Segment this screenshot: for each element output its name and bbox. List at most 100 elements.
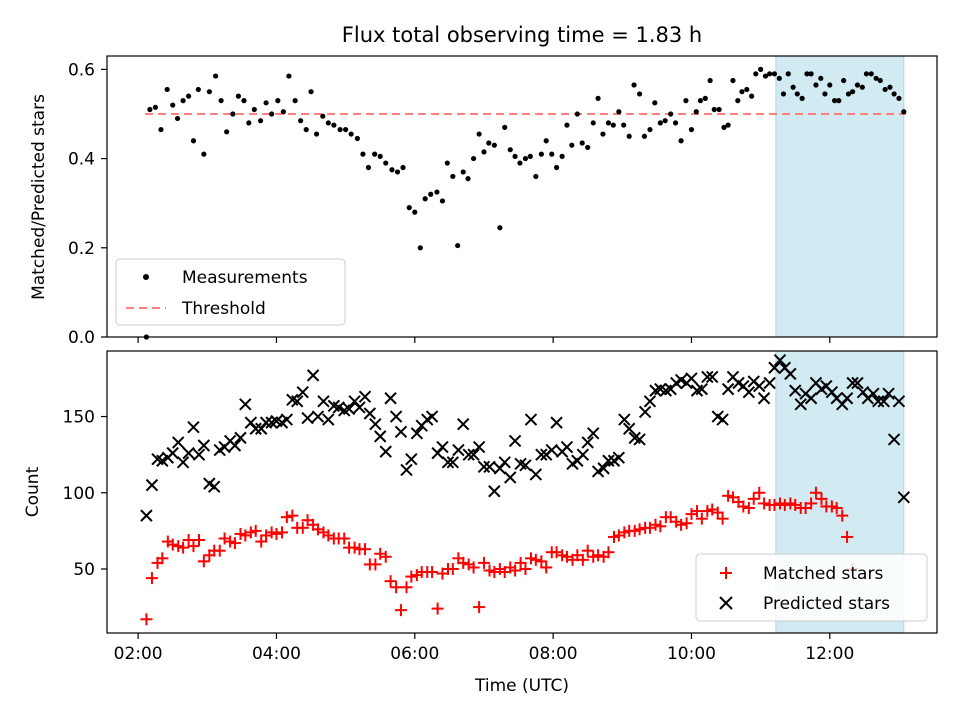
matched-star-point [519,562,532,575]
bottom-y-axis-label: Count [23,466,43,517]
predicted-star-point [581,436,594,449]
matched-star-point [809,486,822,499]
matched-star-point [446,562,459,575]
measurement-point [147,106,153,113]
predicted-star-point [234,431,247,445]
matched-star-point [680,517,693,530]
measurement-point [725,122,731,128]
predicted-star-point [504,471,517,484]
measurement-point [804,71,810,77]
x-tick-label: 10:00 [667,644,716,664]
measurement-point [543,138,549,144]
predicted-star-point [384,392,397,405]
predicted-star-point [846,376,859,390]
measurement-point [822,91,828,97]
matched-star-point [737,500,750,513]
measurement-point [859,84,865,90]
measurement-point [574,111,580,117]
predicted-star-point [753,379,766,393]
matched-star-point [576,553,589,566]
predicted-star-point [851,376,864,390]
predicted-star-point [172,436,185,449]
measurement-point [693,109,699,115]
matched-star-point [187,540,200,553]
measurement-point [190,138,197,144]
measurement-point [218,98,224,104]
matched-star-point [675,518,688,531]
matched-star-point [815,492,828,505]
measurement-point [527,153,533,159]
matched-star-point [540,561,553,574]
measurement-point [497,225,503,231]
measurement-point [186,93,192,99]
matched-star-point [255,535,268,548]
predicted-star-point [322,413,335,426]
measurement-point [354,135,360,142]
y-tick-label: 0.0 [68,328,95,348]
measurement-point [549,151,555,157]
predicted-star-point [633,433,646,446]
predicted-star-point [602,454,615,467]
measurement-point [412,209,418,215]
predicted-star-point [483,460,496,474]
predicted-star-point [249,422,262,435]
measurement-point [688,126,695,133]
measurement-point [517,160,523,166]
predicted-star-point [757,392,771,405]
predicted-star-point [550,416,563,429]
predicted-star-point [369,417,382,431]
matched-star-point [529,553,542,566]
predicted-star-point [472,440,486,454]
measurement-point [657,120,663,126]
predicted-star-point [353,401,366,414]
measurement-point [873,75,879,81]
matched-star-point [758,497,771,510]
measurement-point [275,98,281,104]
predicted-star-point [529,468,543,481]
predicted-star-point [176,456,190,469]
measurement-point [170,102,176,108]
measurement-point [832,98,838,104]
predicted-star-point [804,392,818,405]
measurement-point [672,120,679,126]
measurement-point [605,120,612,126]
predicted-star-point [145,478,159,492]
matched-star-point [535,555,548,568]
matched-stars-points [140,486,859,626]
measurement-point [818,75,824,81]
predicted-star-point [721,382,735,396]
predicted-star-point [301,411,314,425]
measurement-point [590,120,596,126]
matched-star-point [426,566,439,579]
measurement-point [827,82,833,88]
x-tick-label: 08:00 [529,644,578,664]
measurement-point [564,122,570,128]
measurement-point [298,118,304,124]
measurement-point [780,91,787,97]
measurement-point [730,77,736,84]
matched-star-point [166,538,179,551]
predicted-star-point [882,387,895,400]
top-y-ticks: 0.0 0.2 0.4 0.6 [68,60,107,348]
measurement-point [152,104,159,110]
measurement-point [303,126,309,133]
y-tick-label: 0.4 [68,150,95,170]
predicted-star-point [701,370,714,384]
measurement-point [286,73,292,79]
predicted-star-point [576,448,590,461]
predicted-star-point [612,451,626,464]
predicted-star-point [400,463,413,477]
measurement-point [600,131,606,137]
measurement-point [711,106,717,113]
matched-star-point [477,556,490,569]
matched-star-point [405,570,418,583]
predicted-star-point [872,395,885,408]
matched-star-point [280,511,293,524]
measurement-point [360,151,366,157]
predicted-star-point [379,445,392,458]
measurement-point [280,109,286,115]
matched-star-point [753,486,766,499]
measurement-point [507,147,513,153]
measurement-point [610,122,616,128]
predicted-star-point [867,387,880,400]
